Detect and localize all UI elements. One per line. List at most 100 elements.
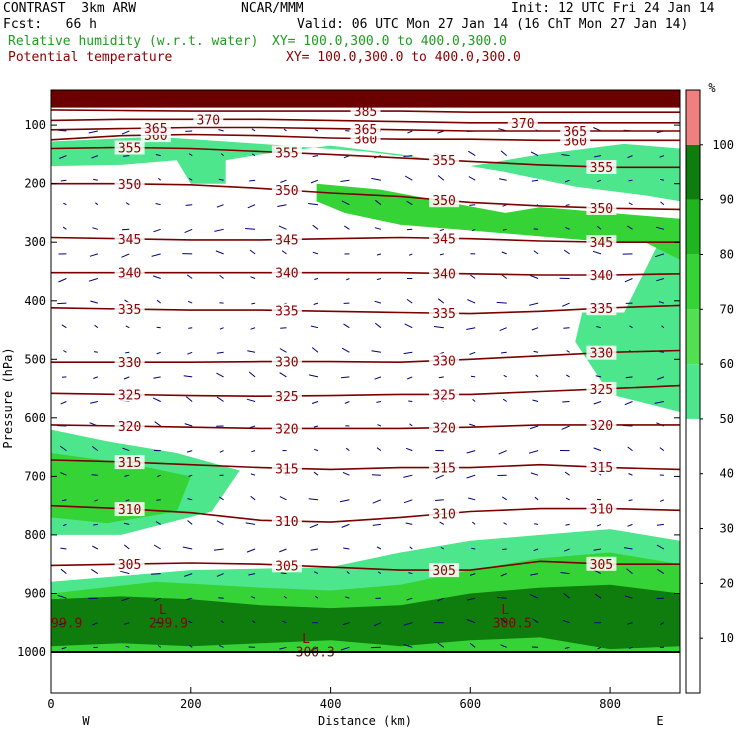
colorbar-tick-label: 90 <box>720 193 734 207</box>
wind-vector <box>628 646 633 649</box>
wind-vector <box>125 645 130 648</box>
wind-vector <box>343 547 350 550</box>
wind-vector <box>562 401 570 403</box>
wind-vector <box>438 376 444 379</box>
theta-contour-310 <box>51 504 680 523</box>
wind-vector <box>439 228 444 232</box>
wind-vector <box>188 620 193 624</box>
wind-vector <box>502 228 507 231</box>
wind-vector <box>407 376 413 380</box>
wind-vector <box>182 546 193 550</box>
y-tick-label: 500 <box>24 352 46 366</box>
wind-vector <box>623 547 633 550</box>
wind-vector <box>403 155 413 157</box>
y-tick-label: 800 <box>24 528 46 542</box>
theta-label-305: 305 <box>590 558 613 573</box>
colorbar-unit: % <box>708 81 716 95</box>
wind-vector <box>91 568 99 575</box>
theta-label-340: 340 <box>590 269 613 284</box>
y-tick-label: 700 <box>24 469 46 483</box>
wind-vector <box>183 375 193 378</box>
colorbar-tick-label: 40 <box>720 467 734 481</box>
wind-vector <box>216 520 224 525</box>
wind-vector <box>471 521 476 525</box>
rh-fill-layer <box>51 136 680 652</box>
wind-vector <box>437 597 444 602</box>
theta-label-bg <box>429 353 460 368</box>
wind-vector <box>308 498 319 501</box>
theta-label-bg <box>429 193 460 208</box>
wind-vector <box>502 548 507 550</box>
wind-vector <box>60 179 67 182</box>
extremum-label: 299.9 <box>149 616 188 631</box>
wind-vector <box>376 278 382 281</box>
x-tick-label: 600 <box>459 697 481 711</box>
wind-vector <box>247 350 256 353</box>
wind-vector <box>403 622 413 626</box>
theta-label-365: 365 <box>354 123 377 138</box>
wind-vector <box>528 450 539 454</box>
wind-vector <box>593 401 602 405</box>
theta-contour-320 <box>51 424 680 430</box>
colorbar-swatch <box>686 90 700 145</box>
x-axis-label: Distance (km) <box>318 714 412 728</box>
theta-label-335: 335 <box>118 303 141 318</box>
wind-vector <box>375 199 382 206</box>
wind-vector <box>374 227 382 230</box>
theta-label-335: 335 <box>275 305 298 320</box>
theta-label-355: 355 <box>590 161 613 176</box>
wind-vector <box>468 497 476 501</box>
wind-vector <box>216 351 224 354</box>
wind-vector <box>472 399 476 402</box>
theta-label-310: 310 <box>118 503 141 518</box>
y-tick-label: 1000 <box>17 645 46 659</box>
wind-vector <box>156 326 161 329</box>
theta-label-350: 350 <box>590 202 613 217</box>
wind-vector <box>530 472 539 476</box>
wind-vector <box>564 646 570 649</box>
theta-label-bg <box>429 153 460 168</box>
wind-vector <box>500 644 507 648</box>
wind-vector <box>245 522 256 525</box>
theta-label-bg <box>586 201 617 215</box>
wind-vector <box>188 327 193 329</box>
wind-vector <box>377 571 382 575</box>
wind-vector <box>499 327 507 332</box>
theta-label-bg <box>114 387 145 402</box>
extremum-label: 300.3 <box>296 646 335 661</box>
wind-vector <box>409 423 413 427</box>
wind-vector <box>125 499 130 502</box>
wind-vector <box>437 642 445 648</box>
wind-vector <box>409 546 413 550</box>
theta-label-340: 340 <box>118 267 141 282</box>
wind-vector <box>534 496 539 501</box>
wind-vector <box>248 371 256 378</box>
wind-vector <box>188 153 193 157</box>
wind-vector <box>125 325 130 329</box>
wind-vector <box>61 499 67 502</box>
theta-label-bg <box>114 557 145 572</box>
theta-label-320: 320 <box>432 422 455 437</box>
theta-label-360: 360 <box>354 133 377 148</box>
wind-vector <box>92 227 98 230</box>
wind-vector <box>466 474 476 479</box>
wind-vector <box>63 350 67 353</box>
wind-vector <box>563 327 570 329</box>
theta-label-bg <box>271 303 302 318</box>
wind-vector <box>500 573 507 577</box>
wind-vector <box>251 302 256 305</box>
wind-vector <box>534 523 539 525</box>
wind-vector <box>404 323 413 329</box>
wind-vector <box>92 545 99 550</box>
wind-vector <box>216 204 224 208</box>
theta-label-370: 370 <box>197 113 220 128</box>
wind-vector <box>469 642 476 648</box>
wind-vector <box>530 425 539 430</box>
wind-vector <box>280 327 287 329</box>
wind-vector <box>372 523 381 526</box>
wind-vector <box>250 276 256 279</box>
wind-vector <box>469 204 476 206</box>
wind-vector <box>184 573 193 577</box>
theta-label-325: 325 <box>118 389 141 404</box>
